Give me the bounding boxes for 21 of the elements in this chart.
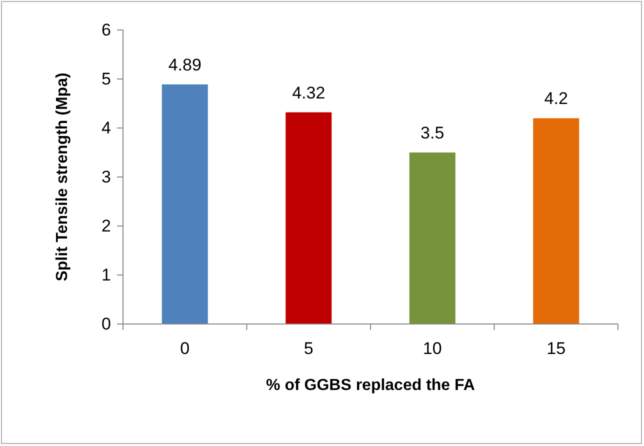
- bar: [409, 152, 456, 324]
- y-tick-label: 1: [102, 265, 111, 284]
- data-label: 4.32: [292, 83, 326, 102]
- y-tick-label: 3: [102, 167, 111, 186]
- bar: [533, 118, 580, 324]
- x-tick-label: 15: [546, 339, 566, 358]
- y-tick-label: 4: [102, 118, 111, 138]
- x-axis-title: % of GGBS replaced the FA: [266, 377, 476, 394]
- y-tick-label: 2: [102, 216, 111, 236]
- x-tick-label: 5: [304, 339, 314, 358]
- bar: [162, 84, 208, 324]
- y-tick-label: 6: [102, 20, 111, 40]
- x-tick-label: 0: [180, 339, 190, 358]
- x-tick-label: 10: [422, 339, 442, 358]
- data-label: 4.2: [544, 89, 568, 108]
- y-axis-title: Split Tensile strength (Mpa): [54, 72, 71, 282]
- data-label: 3.5: [420, 124, 444, 142]
- data-label: 4.89: [168, 55, 202, 74]
- y-tick-label: 5: [102, 69, 111, 88]
- y-tick-label: 0: [102, 314, 111, 334]
- bar: [286, 112, 332, 324]
